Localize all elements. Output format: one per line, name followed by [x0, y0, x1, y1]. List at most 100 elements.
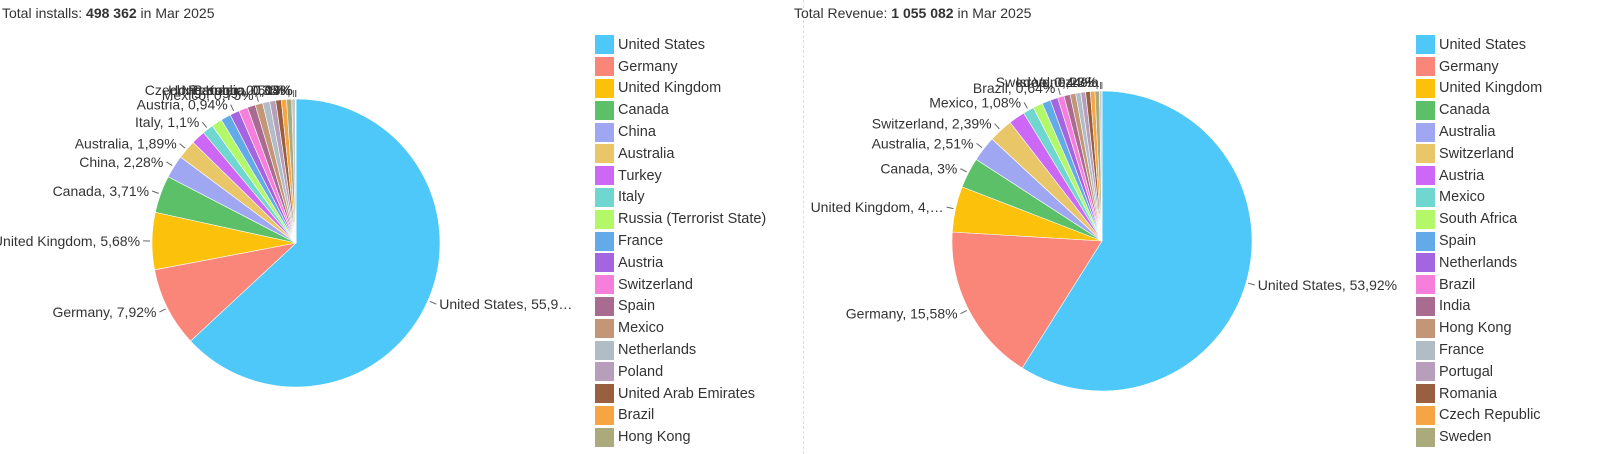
- pie-label-leader: [1247, 282, 1255, 286]
- pie-label-united-states: United States, 55,9…: [439, 296, 572, 312]
- pie-slice-germany[interactable]: [154, 242, 297, 342]
- legend-swatch: [595, 166, 614, 186]
- legend-item-poland[interactable]: Poland: [595, 361, 766, 383]
- legend-label: United States: [618, 36, 706, 53]
- pie-label-leader: [946, 206, 954, 210]
- legend-item-hong-kong[interactable]: Hong Kong: [595, 426, 766, 448]
- legend-label: Turkey: [618, 167, 662, 184]
- legend-swatch: [1416, 144, 1435, 164]
- pie-label-united-states: United States, 53,92%: [1258, 277, 1397, 293]
- revenue-chart-panel: Total Revenue: 1 055 082 in Mar 2025 Uni…: [794, 0, 1600, 454]
- pie-slice-united-states[interactable]: [1021, 90, 1253, 392]
- legend-swatch: [595, 253, 614, 273]
- pie-label-leader: [166, 161, 173, 166]
- legend-item-mexico[interactable]: Mexico: [1416, 187, 1542, 209]
- pie-label-panama: Panama, 0,04%: [193, 82, 293, 98]
- legend-item-netherlands[interactable]: Netherlands: [1416, 252, 1542, 274]
- installs-pie-chart: United States, 55,9… Germany, 7,92% United…: [0, 82, 572, 388]
- legend-swatch: [1416, 318, 1435, 338]
- pie-label-italy: Italy, 1,1%: [135, 114, 199, 130]
- legend-item-russia-terrorist-state[interactable]: Russia (Terrorist State): [595, 208, 766, 230]
- legend-item-czech-republic[interactable]: Czech Republic: [1416, 405, 1542, 427]
- legend-item-mexico[interactable]: Mexico: [595, 317, 766, 339]
- legend-item-united-kingdom[interactable]: United Kingdom: [1416, 78, 1542, 100]
- legend-swatch: [1416, 187, 1435, 207]
- legend-item-spain[interactable]: Spain: [595, 296, 766, 318]
- legend-swatch: [1416, 209, 1435, 229]
- legend-item-united-states[interactable]: United States: [1416, 34, 1542, 56]
- legend-label: Brazil: [618, 407, 655, 424]
- legend-label: Netherlands: [618, 342, 697, 359]
- legend-item-italy[interactable]: Italy: [595, 187, 766, 209]
- installs-legend: United States Germany United Kingdom Canada…: [595, 34, 766, 448]
- legend-item-turkey[interactable]: Turkey: [595, 165, 766, 187]
- pie-label-leader: [1057, 87, 1061, 95]
- legend-item-hong-kong[interactable]: Hong Kong: [1416, 317, 1542, 339]
- legend-item-australia[interactable]: Australia: [1416, 121, 1542, 143]
- legend-label: Germany: [1439, 58, 1499, 75]
- legend-item-india[interactable]: India: [1416, 296, 1542, 318]
- legend-swatch: [595, 35, 614, 55]
- installs-total-value: 498 362: [86, 5, 137, 21]
- legend-label: Sweden: [1439, 429, 1492, 446]
- legend-label: Switzerland: [1439, 145, 1514, 162]
- legend-item-netherlands[interactable]: Netherlands: [595, 339, 766, 361]
- pie-slice-united-states[interactable]: [190, 98, 441, 388]
- legend-swatch: [595, 427, 614, 447]
- legend-item-france[interactable]: France: [1416, 339, 1542, 361]
- legend-label: Romania: [1439, 385, 1498, 402]
- installs-chart-panel: Total installs: 498 362 in Mar 2025 Unit…: [0, 5, 766, 448]
- legend-item-austria[interactable]: Austria: [595, 252, 766, 274]
- legend-item-portugal[interactable]: Portugal: [1416, 361, 1542, 383]
- legend-item-canada[interactable]: Canada: [595, 99, 766, 121]
- pie-label-united-kingdom: United Kingdom, 4,…: [811, 199, 944, 215]
- legend-item-china[interactable]: China: [595, 121, 766, 143]
- legend-label: Netherlands: [1439, 254, 1518, 271]
- pie-label-leader: [429, 300, 437, 305]
- pie-label-leader: [201, 121, 208, 128]
- legend-label: United Kingdom: [1439, 80, 1543, 97]
- legend-item-australia[interactable]: Australia: [595, 143, 766, 165]
- pie-label-leader: [960, 168, 967, 173]
- revenue-pie-chart: United States, 53,92% Germany, 15,58% Unit…: [811, 74, 1397, 392]
- legend-item-united-kingdom[interactable]: United Kingdom: [595, 78, 766, 100]
- legend-swatch: [1416, 296, 1435, 316]
- legend-item-romania[interactable]: Romania: [1416, 383, 1542, 405]
- legend-label: Spain: [618, 298, 656, 315]
- legend-item-united-arab-emirates[interactable]: United Arab Emirates: [595, 383, 766, 405]
- legend-label: Australia: [618, 145, 675, 162]
- legend-label: United Kingdom: [618, 80, 722, 97]
- pie-label-czech-republic: Czech Republic, 0,35%: [145, 82, 291, 98]
- legend-label: Hong Kong: [618, 429, 691, 446]
- pie-label-united-kingdom: United Kingdom, 5,68%: [0, 233, 140, 249]
- legend-item-brazil[interactable]: Brazil: [1416, 274, 1542, 296]
- legend-label: Austria: [1439, 167, 1485, 184]
- legend-item-spain[interactable]: Spain: [1416, 230, 1542, 252]
- pie-slice-germany[interactable]: [951, 231, 1103, 369]
- legend-label: China: [618, 124, 656, 141]
- legend-swatch: [595, 78, 614, 98]
- legend-item-canada[interactable]: Canada: [1416, 99, 1542, 121]
- legend-swatch: [595, 209, 614, 229]
- legend-label: Mexico: [618, 320, 664, 337]
- legend-item-united-states[interactable]: United States: [595, 34, 766, 56]
- pie-label-israel: Israel, 0,23%: [1016, 74, 1098, 90]
- legend-item-sweden[interactable]: Sweden: [1416, 426, 1542, 448]
- pie-label-australia: Australia, 2,51%: [872, 135, 974, 151]
- legend-item-france[interactable]: France: [595, 230, 766, 252]
- legend-item-germany[interactable]: Germany: [1416, 56, 1542, 78]
- legend-item-germany[interactable]: Germany: [595, 56, 766, 78]
- pie-label-canada: Canada, 3,71%: [53, 183, 150, 199]
- legend-swatch: [1416, 362, 1435, 382]
- legend-item-switzerland[interactable]: Switzerland: [1416, 143, 1542, 165]
- legend-swatch: [595, 296, 614, 316]
- panel-divider: [803, 0, 804, 454]
- pie-label-leader: [230, 104, 235, 112]
- legend-item-brazil[interactable]: Brazil: [595, 405, 766, 427]
- legend-swatch: [1416, 35, 1435, 55]
- legend-item-switzerland[interactable]: Switzerland: [595, 274, 766, 296]
- revenue-total-value: 1 055 082: [891, 5, 954, 21]
- legend-item-south-africa[interactable]: South Africa: [1416, 208, 1542, 230]
- legend-item-austria[interactable]: Austria: [1416, 165, 1542, 187]
- legend-label: South Africa: [1439, 211, 1518, 228]
